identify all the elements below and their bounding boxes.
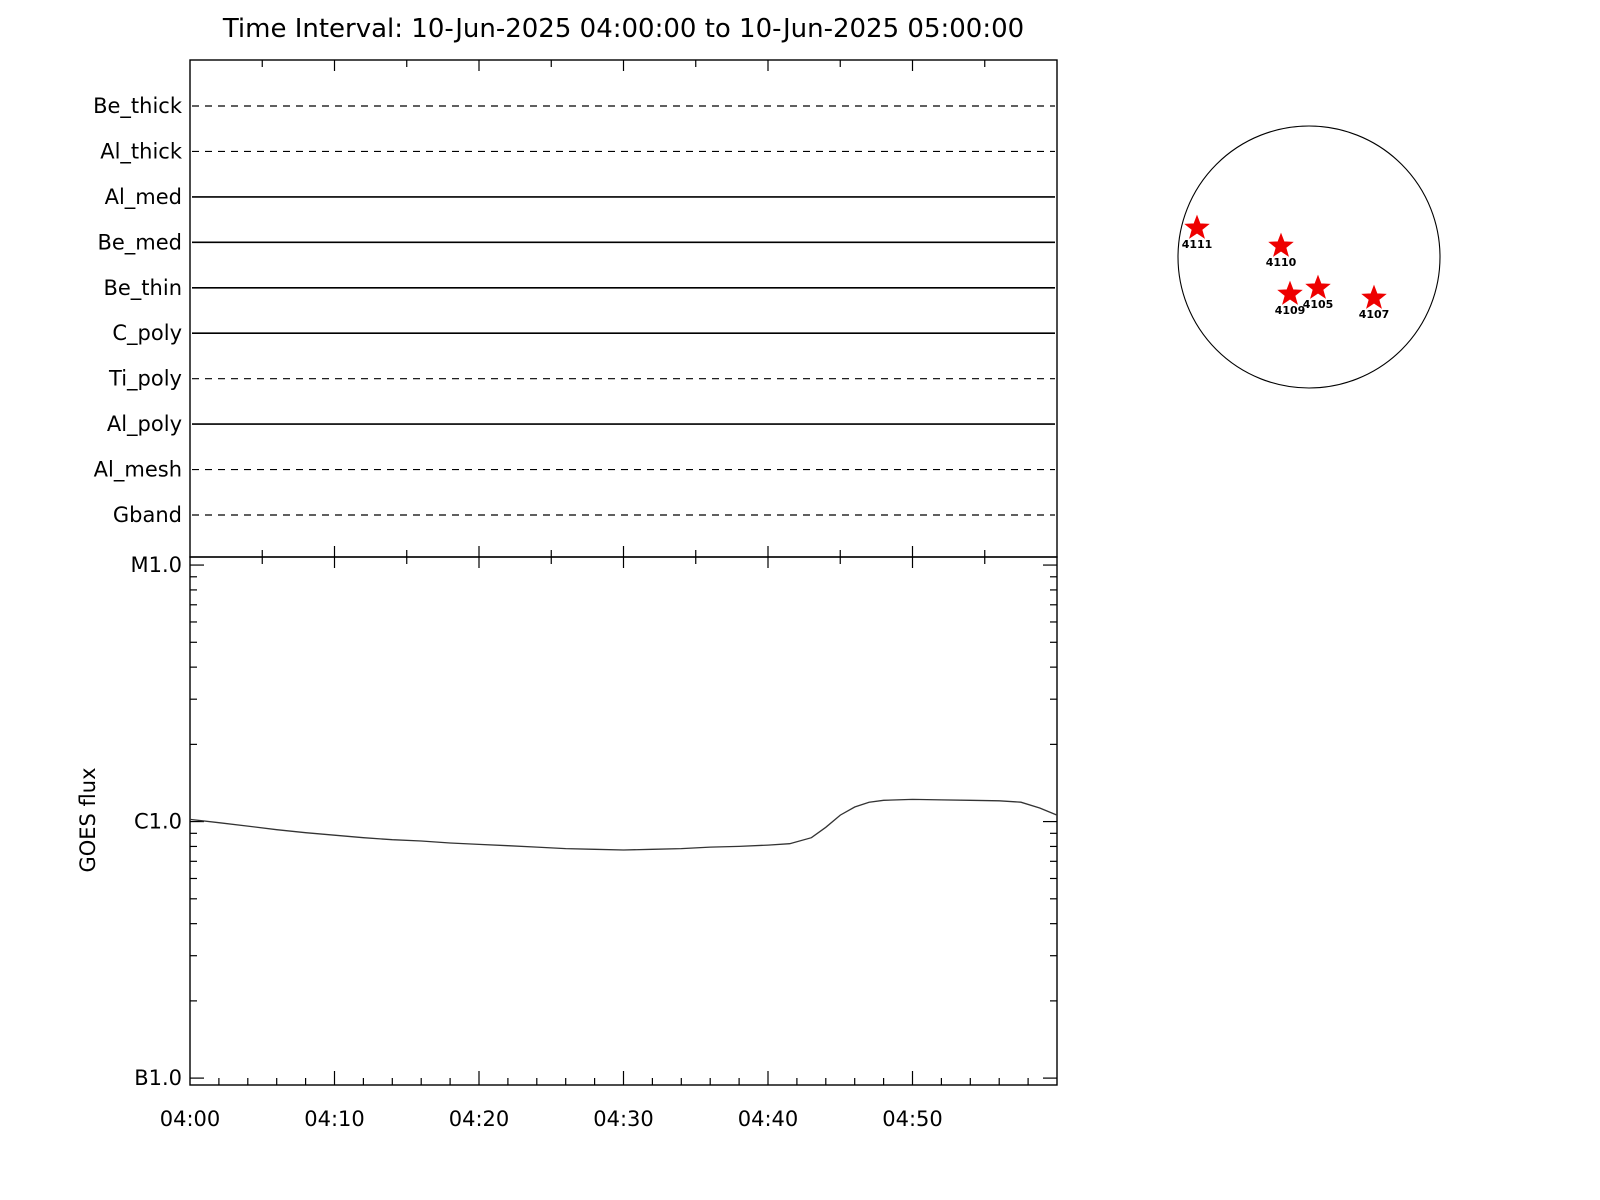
xtick-label-04:10: 04:10: [304, 1107, 365, 1131]
active-region-star-4105: [1305, 274, 1331, 299]
filter-panel-frame: [189, 59, 1058, 558]
active-region-star-4107: [1361, 284, 1387, 309]
filter-label-Be_med: Be_med: [97, 230, 182, 255]
active-region-star-4111: [1184, 214, 1210, 239]
filter-label-Al_thick: Al_thick: [100, 139, 183, 164]
solar-disk: [1177, 125, 1441, 389]
goes-flux-curve: [189, 798, 1058, 851]
xtick-label-04:50: 04:50: [882, 1107, 943, 1131]
filter-label-Ti_poly: Ti_poly: [108, 367, 182, 392]
xtick-label-04:40: 04:40: [738, 1107, 799, 1131]
active-region-label-4109: 4109: [1275, 304, 1306, 317]
active-region-label-4110: 4110: [1266, 256, 1297, 269]
filter-label-Al_med: Al_med: [105, 185, 182, 210]
active-region-star-4110: [1268, 232, 1294, 257]
ytick-label-M1.0: M1.0: [130, 553, 182, 577]
xtick-label-04:20: 04:20: [449, 1107, 510, 1131]
filter-label-Be_thick: Be_thick: [93, 94, 183, 119]
plot-title: Time Interval: 10-Jun-2025 04:00:00 to 1…: [222, 14, 1025, 44]
xtick-label-04:30: 04:30: [593, 1107, 654, 1131]
xtick-label-04:00: 04:00: [160, 1107, 221, 1131]
active-region-label-4107: 4107: [1359, 308, 1390, 321]
active-region-star-4109: [1277, 280, 1303, 305]
filter-label-Gband: Gband: [113, 503, 182, 527]
filter-label-C_poly: C_poly: [112, 321, 182, 346]
filter-label-Al_mesh: Al_mesh: [94, 458, 182, 483]
active-region-label-4105: 4105: [1303, 298, 1334, 311]
filter-label-Al_poly: Al_poly: [107, 412, 182, 437]
goes-panel-frame: [189, 556, 1058, 1086]
ytick-label-C1.0: C1.0: [134, 810, 182, 834]
filter-label-Be_thin: Be_thin: [103, 276, 182, 301]
ytick-label-B1.0: B1.0: [134, 1066, 182, 1090]
active-region-label-4111: 4111: [1182, 238, 1213, 251]
